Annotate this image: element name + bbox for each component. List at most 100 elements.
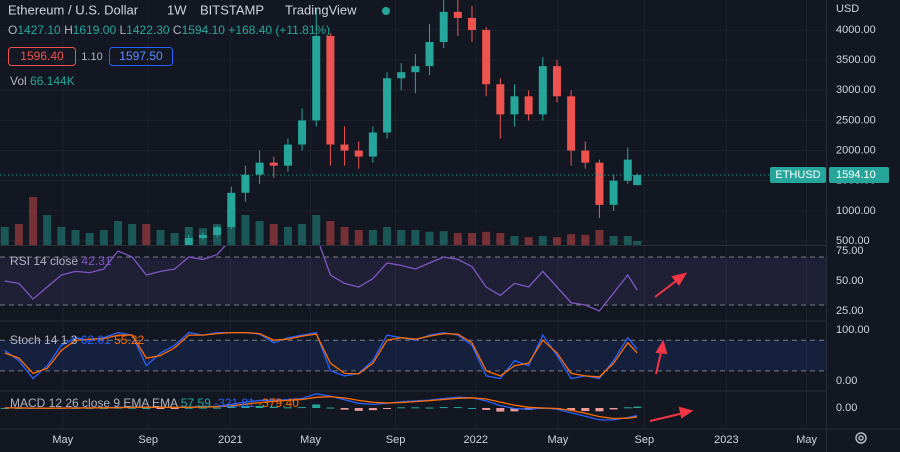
candle-body (340, 144, 349, 151)
candle-body (567, 96, 576, 151)
volume-bar (99, 230, 108, 245)
tag-price-bg (829, 167, 889, 184)
volume-value: 66.144K (30, 74, 75, 88)
volume-bar (255, 221, 264, 245)
status-dot (382, 7, 390, 15)
histogram-bar (255, 405, 264, 409)
stoch-pane (0, 331, 826, 380)
rsi-label: RSI 14 close (10, 254, 78, 268)
arrow-head (671, 272, 688, 286)
volume-bar (340, 227, 349, 245)
histogram-bar (213, 407, 222, 409)
candle-body (397, 72, 406, 79)
y-tick-label: 3000.00 (836, 84, 876, 96)
volume-bar (496, 233, 505, 245)
candle-body (633, 175, 642, 186)
interval: 1W (167, 2, 187, 17)
histogram-bar (496, 408, 505, 412)
candle-body (354, 150, 363, 157)
volume-bar (241, 215, 250, 245)
candle-body (198, 234, 207, 239)
volume-bar (368, 230, 377, 245)
histogram-bar (397, 407, 406, 409)
x-tick-label: May (796, 434, 817, 446)
x-tick-label: Sep (138, 434, 158, 446)
volume-bar (43, 215, 52, 245)
volume-bar (397, 230, 406, 245)
tag-symbol: ETHUSD (775, 169, 820, 181)
gear-hub[interactable] (858, 435, 864, 441)
histogram-bar (354, 408, 363, 411)
price-pane (0, 0, 826, 245)
volume-bar (142, 224, 151, 245)
candle-body (298, 120, 307, 145)
indicator-line (4, 395, 638, 420)
volume-bar (312, 215, 321, 245)
macd-signal-value: -379.40 (258, 396, 299, 410)
price-axis-unit[interactable]: USD (836, 3, 859, 15)
y-tick-label: 2000.00 (836, 144, 876, 156)
histogram-bar (241, 405, 250, 409)
stoch-k-value: 62.01 (81, 333, 111, 347)
histogram-bar (312, 404, 321, 409)
volume-bar (354, 230, 363, 245)
sell-price[interactable]: 1596.40 (20, 49, 64, 63)
candle-body (453, 11, 462, 18)
x-tick-label: May (300, 434, 321, 446)
buy-price[interactable]: 1597.50 (119, 49, 163, 63)
gear-ring[interactable] (855, 432, 867, 444)
y-tick-label: 4000.00 (836, 24, 876, 36)
y-tick-label: 500.00 (836, 235, 870, 247)
symbol-title: Ethereum / U.S. Dollar (8, 2, 139, 17)
macd-label: MACD 12 26 close 9 EMA EMA (10, 396, 178, 410)
y-tick-label: 100.00 (836, 324, 870, 336)
histogram-bar (567, 408, 576, 411)
x-tick-label: May (52, 434, 73, 446)
arrow-head (678, 406, 694, 419)
volume-bar (128, 224, 137, 245)
histogram-bar (283, 407, 292, 409)
ohlc-key: C (173, 23, 182, 37)
candle-body (623, 159, 632, 181)
volume-bar (170, 233, 179, 245)
candle-body (552, 66, 561, 97)
y-tick-label: 2500.00 (836, 114, 876, 126)
histogram-bar (326, 407, 335, 409)
histogram-bar (581, 408, 590, 412)
candle-body (312, 35, 321, 121)
volume-bar (524, 237, 533, 245)
y-tick-label: 0.00 (836, 375, 857, 387)
x-tick-label: Sep (386, 434, 406, 446)
volume-bar (567, 234, 576, 245)
volume-bar (0, 227, 9, 245)
histogram-bar (368, 408, 377, 411)
histogram-bar (595, 408, 604, 412)
price-tag: ETHUSD 1594.10 (770, 167, 889, 184)
ohlc-value: 1427.10 (17, 23, 61, 37)
spread: 1.10 (81, 51, 102, 63)
volume-bar (595, 230, 604, 245)
rsi-pane (0, 246, 826, 312)
histogram-bar (482, 408, 491, 410)
arrow-drawings (649, 272, 694, 422)
sell-box[interactable] (8, 47, 76, 66)
ohlc-key: O (8, 23, 17, 37)
histogram-bar (128, 407, 137, 409)
volume-bar (453, 233, 462, 245)
histogram-bar (411, 407, 420, 409)
candle-body (283, 144, 292, 166)
y-tick-label: 75.00 (836, 245, 864, 257)
volume-bar (57, 227, 66, 245)
candle-body (496, 84, 505, 115)
volume-bar (326, 221, 335, 245)
candle-body (538, 66, 547, 115)
x-tick-label: Sep (634, 434, 654, 446)
buy-box[interactable] (109, 47, 173, 66)
macd-pane (0, 393, 642, 421)
volume-bar (482, 231, 491, 245)
ohlc-change: +168.40 (+11.81%) (228, 23, 330, 37)
settings-icon[interactable] (855, 432, 867, 444)
axes: May Sep 2021 May Sep 2022 May Sep 2023 May 500.00 1… (52, 24, 875, 446)
candle-body (411, 66, 420, 73)
stoch-legend: Stoch 14 1 3 62.01 55.22 (10, 333, 144, 347)
